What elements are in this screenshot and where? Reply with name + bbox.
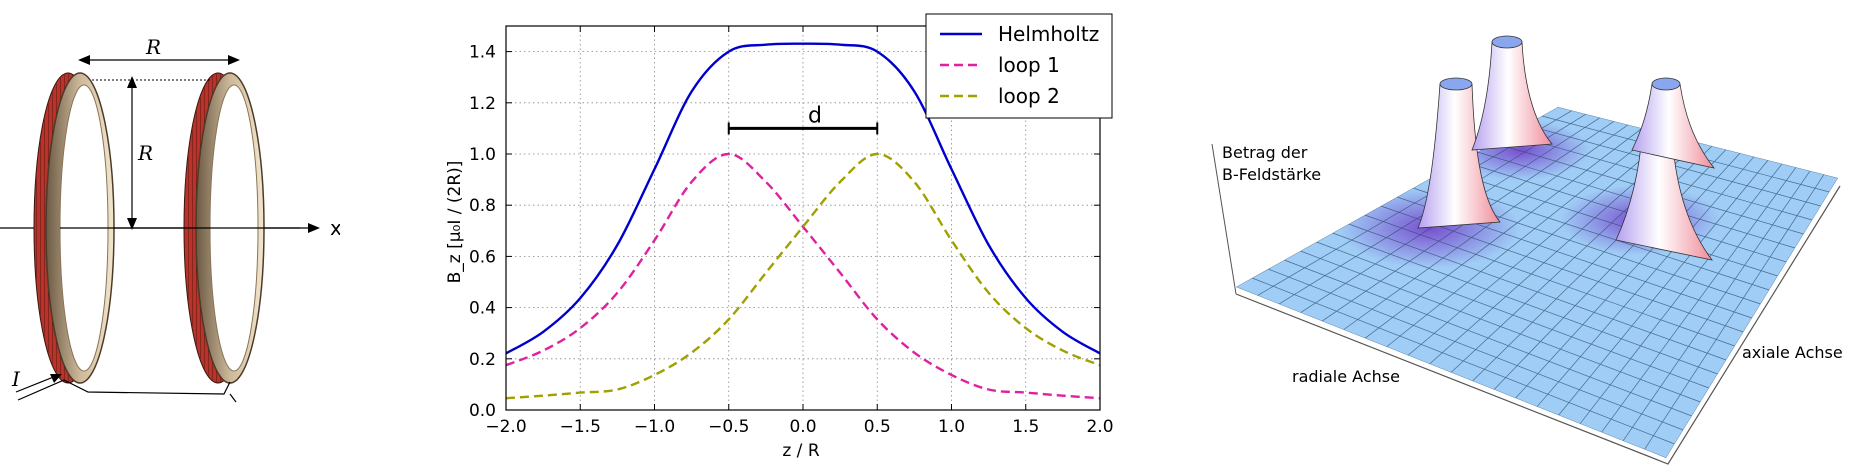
coil-diagram: x R R I <box>0 35 340 403</box>
mesh-line-u <box>1557 107 1838 179</box>
y-tick-label: 0.4 <box>469 299 496 319</box>
x-tick-label: 0.0 <box>789 417 816 437</box>
series-line-3 <box>505 152 1101 400</box>
mesh-line-v <box>1257 110 1573 296</box>
current-lead <box>17 379 231 401</box>
y-tick-label: 0.2 <box>469 350 496 370</box>
x-tick-label: −1.0 <box>634 417 675 437</box>
legend-label-2: loop 1 <box>998 53 1060 77</box>
surface-zlabel-line2: B-Feldstärke <box>1222 165 1321 184</box>
surface-axial-label: axiale Achse <box>1742 343 1843 362</box>
mesh-line-v <box>1622 170 1811 442</box>
series-line-2 <box>505 152 1101 400</box>
mesh-line-v <box>1429 138 1685 365</box>
mesh-line-u <box>1364 214 1735 347</box>
chart-annotation: d <box>727 103 879 135</box>
surface-box-back-edge <box>1211 143 1237 295</box>
mesh-line-u <box>1525 124 1821 207</box>
mesh-line-u <box>1380 205 1744 333</box>
mesh-line-u <box>1268 268 1684 431</box>
mesh-line-u <box>1251 277 1675 445</box>
x-axis-label: x <box>330 216 340 240</box>
mesh-line-v <box>1300 117 1601 313</box>
mesh-line-u <box>1348 223 1727 361</box>
x-tick-label: −2.0 <box>485 417 526 437</box>
mesh-line-v <box>1536 156 1755 407</box>
mesh-line-u <box>1332 232 1718 375</box>
mesh-line-u <box>1396 196 1753 319</box>
x-tick-label: 1.0 <box>938 417 965 437</box>
series-line-1 <box>505 42 1101 355</box>
mesh-line-u <box>1461 160 1787 263</box>
r-top-label: R <box>145 35 161 59</box>
mesh-line-v <box>1407 135 1671 356</box>
x-axis-arrowhead <box>308 223 320 233</box>
field-chart: d −2.0 −1.5 −1.0 −0.5 0.0 0.5 1.0 1.5 2.0 0.0 0.2 0… <box>445 13 1114 461</box>
x-axis-title: z / R <box>782 441 819 461</box>
x-tick-label: 1.5 <box>1012 417 1039 437</box>
y-tick-label: 1.0 <box>469 145 496 165</box>
y-tick-label: 0.6 <box>469 247 496 267</box>
mesh-line-u <box>1429 178 1770 291</box>
mesh-line-v <box>1558 160 1769 416</box>
mesh-line-u <box>1477 151 1796 249</box>
mesh-line-v <box>1386 131 1657 348</box>
mesh-line-v <box>1601 167 1797 433</box>
mesh-line-v <box>1665 177 1838 458</box>
mesh-line-u <box>1300 250 1701 403</box>
surface-peak-1 <box>1417 77 1501 229</box>
y-tick-label: 1.2 <box>469 94 496 114</box>
current-label: I <box>11 367 21 391</box>
mesh-line-v <box>1472 145 1713 382</box>
mesh-line-v <box>1644 174 1825 450</box>
mesh-line-v <box>1236 107 1559 288</box>
y-axis-title: B_z [μ₀I / (2R)] <box>445 161 465 284</box>
current-arrow <box>15 375 57 393</box>
legend-label-3: loop 2 <box>998 84 1060 108</box>
mesh-line-u <box>1493 142 1804 235</box>
mesh-line-u <box>1236 286 1667 458</box>
x-tick-label: −1.5 <box>560 417 601 437</box>
surface-peak-3 <box>1615 125 1713 261</box>
mesh-line-v <box>1579 163 1783 425</box>
surface-radial-label: radiale Achse <box>1292 367 1400 386</box>
mesh-line-v <box>1364 128 1643 339</box>
surface-peak-2 <box>1471 35 1553 151</box>
return-lead <box>229 393 237 403</box>
x-tick-label: 2.0 <box>1086 417 1113 437</box>
mesh-line-u <box>1412 187 1761 305</box>
y-tick-label: 0.8 <box>469 196 496 216</box>
r-side-label: R <box>137 141 153 165</box>
surface-zlabel-line1: Betrag der <box>1222 143 1308 162</box>
surface-mesh <box>1236 107 1838 458</box>
mesh-line-u <box>1316 241 1710 389</box>
surface-box-bottom-edge <box>1235 185 1841 465</box>
x-tick-label: −0.5 <box>708 417 749 437</box>
mesh-line-u <box>1509 133 1813 221</box>
y-tick-label: 1.4 <box>469 43 496 63</box>
mesh-line-v <box>1321 120 1615 322</box>
mesh-line-v <box>1515 152 1741 399</box>
distance-label: d <box>808 103 822 128</box>
mesh-line-v <box>1450 142 1699 373</box>
chart-legend: Helmholtz loop 1 loop 2 <box>925 13 1113 119</box>
x-tick-label: 0.5 <box>864 417 891 437</box>
mesh-line-u <box>1541 115 1830 193</box>
chart-series <box>505 42 1101 400</box>
mesh-line-u <box>1445 169 1778 277</box>
legend-label-1: Helmholtz <box>998 22 1099 46</box>
mesh-line-v <box>1343 124 1629 331</box>
mesh-line-u <box>1284 259 1692 417</box>
y-tick-label: 0.0 <box>469 401 496 421</box>
mesh-line-v <box>1278 113 1587 305</box>
surface-peak-4 <box>1631 77 1716 169</box>
chart-ticks: −2.0 −1.5 −1.0 −0.5 0.0 0.5 1.0 1.5 2.0 0.0 0.2 0.4… <box>469 26 1114 437</box>
mesh-line-v <box>1493 149 1727 390</box>
